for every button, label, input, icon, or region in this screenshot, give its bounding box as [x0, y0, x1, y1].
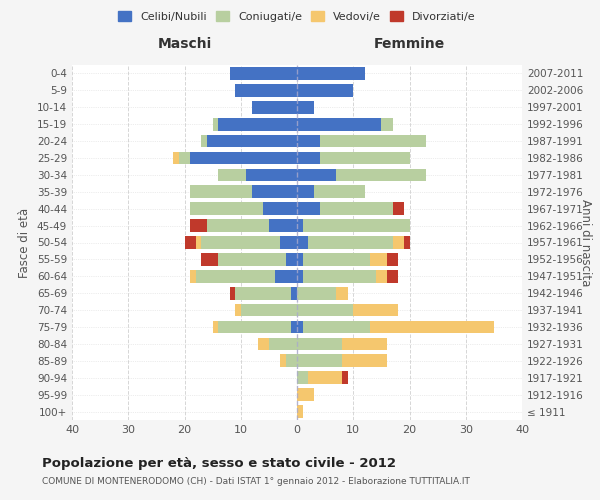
- Bar: [297, 67, 365, 80]
- Bar: [235, 304, 241, 316]
- Bar: [229, 67, 297, 80]
- Bar: [280, 354, 286, 367]
- Bar: [252, 186, 297, 198]
- Bar: [207, 134, 297, 147]
- Bar: [218, 320, 292, 334]
- Bar: [297, 202, 320, 215]
- Bar: [320, 134, 427, 147]
- Bar: [247, 168, 297, 181]
- Bar: [297, 388, 314, 401]
- Bar: [387, 270, 398, 282]
- Bar: [202, 253, 218, 266]
- Bar: [297, 186, 314, 198]
- Bar: [202, 236, 280, 249]
- Bar: [297, 168, 337, 181]
- Legend: Celibi/Nubili, Coniugati/e, Vedovi/e, Divorziati/e: Celibi/Nubili, Coniugati/e, Vedovi/e, Di…: [114, 6, 480, 26]
- Bar: [218, 118, 297, 130]
- Bar: [392, 236, 404, 249]
- Bar: [302, 270, 376, 282]
- Bar: [314, 186, 365, 198]
- Bar: [179, 152, 190, 164]
- Bar: [337, 287, 347, 300]
- Bar: [297, 236, 308, 249]
- Bar: [297, 405, 302, 418]
- Bar: [275, 270, 297, 282]
- Bar: [292, 320, 297, 334]
- Bar: [297, 270, 302, 282]
- Text: Femmine: Femmine: [374, 38, 445, 52]
- Bar: [297, 253, 302, 266]
- Bar: [387, 253, 398, 266]
- Bar: [269, 338, 297, 350]
- Bar: [297, 304, 353, 316]
- Bar: [235, 287, 292, 300]
- Bar: [190, 152, 297, 164]
- Bar: [297, 320, 302, 334]
- Bar: [302, 253, 370, 266]
- Bar: [241, 304, 297, 316]
- Bar: [218, 168, 247, 181]
- Bar: [297, 338, 342, 350]
- Bar: [190, 186, 252, 198]
- Bar: [173, 152, 179, 164]
- Bar: [382, 118, 392, 130]
- Bar: [212, 320, 218, 334]
- Bar: [320, 202, 392, 215]
- Bar: [297, 101, 314, 114]
- Bar: [196, 236, 202, 249]
- Text: Popolazione per età, sesso e stato civile - 2012: Popolazione per età, sesso e stato civil…: [42, 458, 396, 470]
- Bar: [297, 84, 353, 96]
- Bar: [297, 118, 382, 130]
- Bar: [320, 152, 409, 164]
- Bar: [337, 168, 427, 181]
- Bar: [297, 354, 342, 367]
- Bar: [342, 354, 387, 367]
- Bar: [229, 287, 235, 300]
- Bar: [252, 101, 297, 114]
- Bar: [280, 236, 297, 249]
- Bar: [269, 220, 297, 232]
- Bar: [286, 253, 297, 266]
- Bar: [392, 202, 404, 215]
- Bar: [302, 220, 409, 232]
- Bar: [370, 253, 387, 266]
- Bar: [286, 354, 297, 367]
- Bar: [297, 287, 337, 300]
- Bar: [353, 304, 398, 316]
- Bar: [190, 270, 196, 282]
- Bar: [292, 287, 297, 300]
- Bar: [376, 270, 387, 282]
- Bar: [342, 372, 347, 384]
- Bar: [207, 220, 269, 232]
- Text: Maschi: Maschi: [157, 38, 212, 52]
- Bar: [404, 236, 409, 249]
- Bar: [308, 372, 342, 384]
- Bar: [263, 202, 297, 215]
- Bar: [190, 220, 207, 232]
- Bar: [297, 134, 320, 147]
- Bar: [342, 338, 387, 350]
- Bar: [370, 320, 494, 334]
- Bar: [212, 118, 218, 130]
- Bar: [297, 220, 302, 232]
- Bar: [190, 202, 263, 215]
- Bar: [235, 84, 297, 96]
- Bar: [185, 236, 196, 249]
- Bar: [218, 253, 286, 266]
- Bar: [297, 152, 320, 164]
- Bar: [308, 236, 392, 249]
- Bar: [257, 338, 269, 350]
- Text: COMUNE DI MONTENERODOMO (CH) - Dati ISTAT 1° gennaio 2012 - Elaborazione TUTTITA: COMUNE DI MONTENERODOMO (CH) - Dati ISTA…: [42, 478, 470, 486]
- Y-axis label: Fasce di età: Fasce di età: [19, 208, 31, 278]
- Bar: [297, 372, 308, 384]
- Y-axis label: Anni di nascita: Anni di nascita: [579, 199, 592, 286]
- Bar: [302, 320, 370, 334]
- Bar: [196, 270, 275, 282]
- Bar: [202, 134, 207, 147]
